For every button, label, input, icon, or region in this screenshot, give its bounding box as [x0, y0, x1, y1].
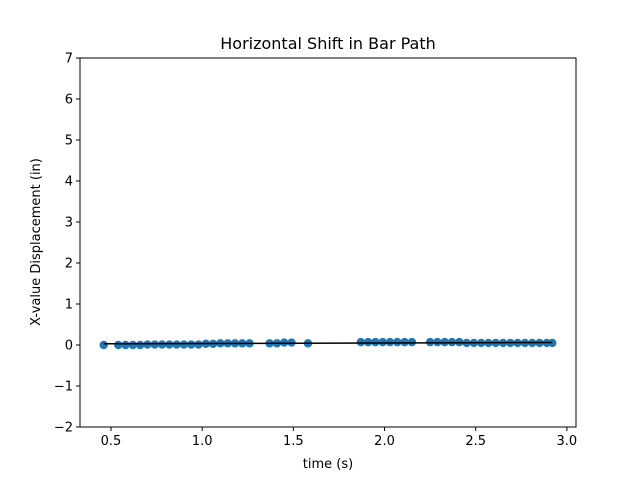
y-tick-label: −1 — [54, 380, 73, 395]
x-tick-label: 3.0 — [557, 434, 578, 449]
x-tick-label: 2.0 — [374, 434, 395, 449]
x-axis: 0.5 1.0 1.5 2.0 2.5 3.0 — [101, 427, 578, 449]
chart-title: Horizontal Shift in Bar Path — [220, 34, 436, 53]
y-tick-label: 2 — [65, 257, 73, 272]
fit-line — [103, 341, 553, 345]
data-point — [165, 340, 174, 349]
y-tick-label: 7 — [65, 52, 73, 67]
data-point — [114, 340, 123, 350]
y-axis-title: X-value Displacement (in) — [29, 158, 44, 326]
x-tick-label: 2.5 — [465, 434, 486, 449]
data-point — [150, 340, 159, 349]
y-tick-label: 4 — [65, 175, 73, 190]
y-tick-label: 6 — [65, 93, 73, 108]
data-point — [99, 340, 108, 350]
y-tick-label: −2 — [54, 421, 73, 436]
data-point — [363, 337, 373, 347]
y-tick-label: 5 — [65, 134, 73, 149]
y-axis: −2 −1 0 1 2 3 4 5 6 7 — [54, 52, 80, 436]
data-point — [371, 337, 380, 347]
data-point — [385, 337, 395, 347]
data-point — [356, 337, 366, 347]
data-point — [121, 340, 130, 350]
x-tick-label: 0.5 — [101, 434, 122, 449]
data-point — [135, 340, 145, 350]
y-tick-label: 3 — [65, 216, 73, 231]
data-point — [187, 340, 196, 349]
data-point — [179, 340, 189, 349]
plot-frame — [79, 57, 577, 428]
data-point — [157, 340, 167, 349]
x-axis-title: time (s) — [303, 457, 353, 472]
x-tick-label: 1.0 — [192, 434, 213, 449]
data-point — [194, 340, 203, 349]
data-point — [172, 340, 181, 349]
y-tick-label: 0 — [65, 339, 73, 354]
data-point — [407, 337, 417, 347]
data-point — [378, 337, 387, 347]
y-tick-label: 1 — [65, 298, 73, 313]
x-tick-label: 1.5 — [283, 434, 304, 449]
data-point — [128, 340, 138, 350]
data-point — [400, 337, 409, 347]
data-point — [393, 337, 402, 347]
data-point — [143, 340, 152, 349]
plot-area — [99, 337, 557, 350]
